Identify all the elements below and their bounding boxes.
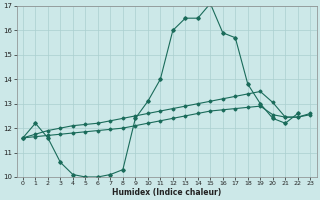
X-axis label: Humidex (Indice chaleur): Humidex (Indice chaleur) (112, 188, 221, 197)
